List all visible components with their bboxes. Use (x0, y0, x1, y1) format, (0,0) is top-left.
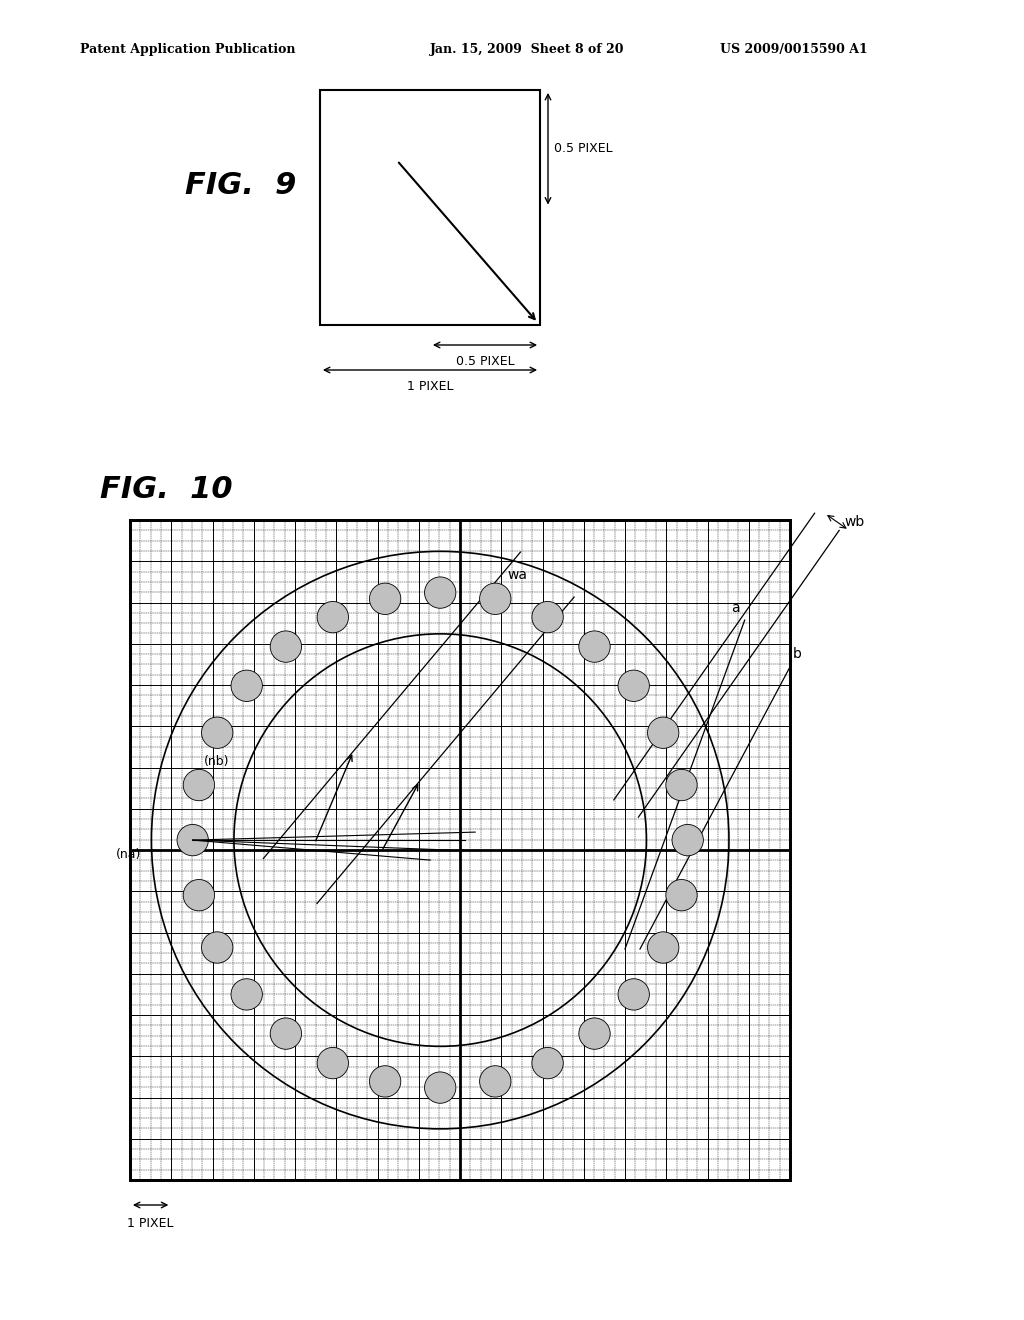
Circle shape (479, 1065, 511, 1097)
Text: FIG.  9: FIG. 9 (185, 170, 296, 199)
Text: wb: wb (845, 515, 865, 529)
Circle shape (317, 602, 348, 632)
Circle shape (672, 825, 703, 855)
Circle shape (270, 1018, 301, 1049)
Text: b: b (794, 647, 802, 661)
Text: FIG.  10: FIG. 10 (100, 475, 232, 504)
Circle shape (202, 717, 232, 748)
Circle shape (531, 602, 563, 632)
Circle shape (479, 583, 511, 615)
Circle shape (579, 1018, 610, 1049)
Text: Jan. 15, 2009  Sheet 8 of 20: Jan. 15, 2009 Sheet 8 of 20 (430, 44, 625, 57)
Circle shape (370, 583, 400, 615)
Circle shape (666, 770, 697, 801)
Circle shape (579, 631, 610, 663)
Circle shape (183, 879, 215, 911)
Circle shape (270, 631, 301, 663)
Circle shape (202, 932, 232, 964)
Circle shape (231, 671, 262, 701)
Bar (319, 90, 540, 325)
Text: 0.5 PIXEL: 0.5 PIXEL (456, 355, 514, 368)
Text: US 2009/0015590 A1: US 2009/0015590 A1 (720, 44, 867, 57)
Circle shape (370, 1065, 400, 1097)
Text: 1 PIXEL: 1 PIXEL (407, 380, 454, 393)
Circle shape (183, 770, 215, 801)
Text: wa: wa (507, 568, 527, 582)
Circle shape (618, 978, 649, 1010)
Circle shape (317, 1047, 348, 1078)
Circle shape (618, 671, 649, 701)
Text: (na): (na) (116, 847, 141, 861)
Circle shape (425, 577, 456, 609)
Circle shape (647, 717, 679, 748)
Circle shape (666, 879, 697, 911)
Circle shape (177, 825, 208, 855)
Circle shape (647, 932, 679, 964)
Text: 1 PIXEL: 1 PIXEL (127, 1217, 174, 1230)
Circle shape (231, 978, 262, 1010)
Text: 0.5 PIXEL: 0.5 PIXEL (554, 143, 612, 156)
Circle shape (425, 1072, 456, 1104)
Text: (nb): (nb) (204, 755, 229, 768)
Text: a: a (731, 601, 739, 615)
Circle shape (531, 1047, 563, 1078)
Text: Patent Application Publication: Patent Application Publication (80, 44, 296, 57)
Bar (130, 520, 790, 1180)
